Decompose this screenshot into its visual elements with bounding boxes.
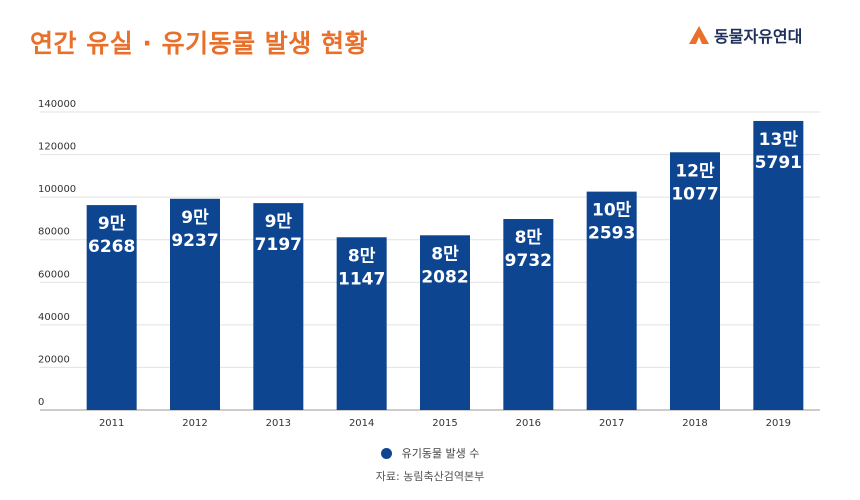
- bar: [253, 203, 304, 410]
- bar-data-label: 9만: [181, 208, 209, 228]
- bar: [503, 218, 554, 410]
- bar-data-label: 12만: [675, 161, 715, 181]
- bar-data-label: 8만: [431, 244, 459, 264]
- bar-chart: 0 20000 40000 60000 80000 100000 120000 140000 9…: [38, 99, 820, 429]
- bar-data-label: 9만: [98, 214, 126, 234]
- bar: [420, 235, 470, 410]
- legend-label: 유기동물 발생 수: [401, 447, 480, 460]
- brand-logo: 동물자유연대: [688, 20, 802, 50]
- legend-marker: [380, 447, 392, 459]
- bar-data-label: 8만: [348, 246, 376, 266]
- bar-data-label: 9만: [265, 212, 293, 232]
- bar-data-label: 6268: [88, 237, 135, 257]
- bar-data-label: 1077: [671, 184, 718, 204]
- bar-data-label: 8만: [515, 228, 543, 248]
- brand-name: 동물자유연대: [714, 27, 803, 46]
- x-tick-label: 2017: [599, 418, 624, 429]
- bar-data-label: 9732: [505, 251, 552, 271]
- y-tick-label: 0: [38, 397, 44, 408]
- bar-data-label: 1147: [338, 269, 385, 289]
- chart-title: 연간 유실 · 유기동물 발생 현황: [30, 29, 369, 58]
- bar-data-label: 10만: [592, 201, 632, 221]
- bar: [336, 237, 387, 410]
- bar-data-label: 2593: [588, 224, 635, 244]
- x-tick-label: 2014: [349, 418, 374, 429]
- bar: [86, 205, 137, 410]
- chart-legend: 유기동물 발생 수: [0, 445, 860, 461]
- y-tick-label: 100000: [38, 184, 76, 195]
- y-tick-label: 120000: [38, 142, 76, 153]
- bar: [170, 198, 220, 410]
- x-tick-label: 2018: [682, 418, 707, 429]
- x-tick-label: 2012: [182, 418, 207, 429]
- y-tick-label: 20000: [38, 354, 70, 365]
- y-tick-label: 60000: [38, 269, 70, 280]
- x-tick-label: 2015: [432, 418, 457, 429]
- brand-mark-icon: [689, 26, 709, 44]
- x-tick-label: 2019: [766, 418, 791, 429]
- y-tick-label: 80000: [38, 227, 70, 238]
- y-tick-label: 40000: [38, 312, 70, 323]
- bar-data-label: 5791: [755, 153, 802, 173]
- source-note: 자료: 농림축산검역본부: [375, 470, 485, 483]
- bar-data-label: 2082: [421, 267, 468, 287]
- bar: [753, 120, 804, 410]
- y-tick-label: 140000: [38, 99, 76, 110]
- bar-data-label: 9237: [171, 231, 218, 251]
- bar: [586, 191, 637, 410]
- x-tick-label: 2016: [516, 418, 541, 429]
- bar: [670, 152, 720, 410]
- x-tick-label: 2013: [266, 418, 291, 429]
- bar-data-label: 7197: [255, 235, 302, 255]
- x-tick-label: 2011: [99, 418, 124, 429]
- bar-data-label: 13만: [759, 130, 799, 150]
